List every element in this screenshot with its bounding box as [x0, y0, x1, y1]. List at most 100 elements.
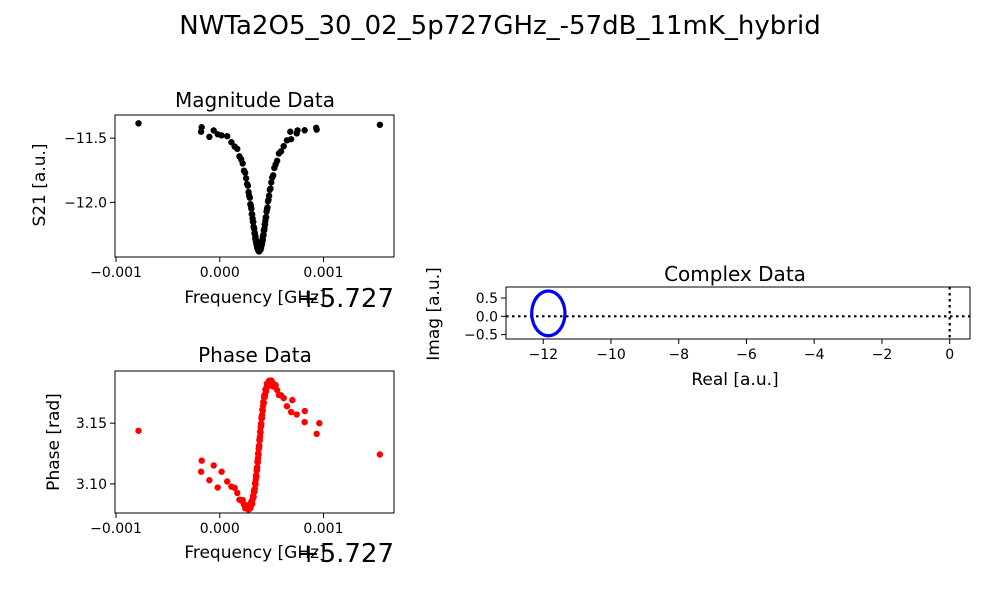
phase-panel: Phase Data Frequency [GHz] Phase [rad] +…: [44, 343, 395, 569]
data-point: [242, 175, 250, 182]
data-point: [277, 148, 285, 155]
data-point: [313, 430, 320, 438]
data-point: [206, 133, 213, 141]
data-point: [316, 419, 323, 427]
data-point: [241, 169, 249, 176]
data-point: [294, 127, 301, 134]
data-point: [269, 172, 277, 179]
data-point: [218, 468, 225, 475]
data-point: [267, 185, 274, 192]
data-point: [258, 420, 265, 428]
x-tick-label: 0.001: [303, 521, 343, 537]
data-point: [254, 464, 261, 471]
y-tick-label: 0.0: [476, 309, 498, 325]
data-point: [234, 145, 241, 153]
x-tick-label: 0.000: [200, 521, 240, 537]
data-point: [272, 381, 279, 389]
data-point: [253, 472, 260, 480]
magnitude-ylabel: S21 [a.u.]: [30, 143, 50, 226]
x-tick-label: −6: [736, 347, 757, 363]
data-point: [255, 451, 262, 458]
data-point: [250, 218, 257, 226]
phase-points: [135, 377, 384, 513]
data-point: [228, 139, 235, 146]
y-tick-label: 0.5: [476, 291, 498, 307]
data-point: [563, 313, 567, 317]
data-point: [268, 179, 275, 186]
phase-title: Phase Data: [198, 343, 312, 367]
data-point: [231, 484, 238, 491]
x-tick-label: −0.001: [90, 265, 142, 281]
y-tick-label: −0.5: [464, 328, 498, 344]
data-point: [250, 493, 257, 501]
y-tick-label: 3.15: [76, 416, 107, 432]
data-point: [210, 462, 217, 469]
data-point: [265, 192, 273, 200]
data-point: [224, 133, 231, 140]
y-tick-label: −11.5: [64, 131, 107, 147]
complex-points: [506, 287, 970, 339]
data-point: [287, 128, 294, 135]
complex-xlabel: Real [a.u.]: [691, 370, 778, 390]
x-tick-label: −2: [872, 347, 893, 363]
data-point: [214, 484, 221, 491]
data-point: [273, 386, 281, 394]
magnitude-axes-frame: [114, 114, 395, 258]
phase-x-offset: +5.727: [298, 539, 394, 569]
data-point: [210, 127, 217, 134]
magnitude-panel: Magnitude Data Frequency [GHz] S21 [a.u.…: [30, 88, 395, 314]
x-tick-label: −4: [804, 347, 825, 363]
figure-title: NWTa2O5_30_02_5p727GHz_-57dB_11mK_hybrid: [179, 11, 820, 41]
data-point: [198, 457, 205, 464]
x-tick-label: 0.000: [200, 265, 240, 281]
data-point: [262, 213, 270, 221]
data-point: [283, 403, 291, 410]
data-point: [197, 128, 205, 135]
data-point: [273, 157, 281, 165]
y-tick-label: 3.10: [76, 477, 107, 493]
magnitude-x-offset: +5.727: [298, 284, 394, 314]
data-point: [246, 194, 254, 201]
x-tick-label: 0: [945, 347, 954, 363]
data-point: [287, 135, 295, 143]
data-point: [280, 142, 287, 150]
complex-panel: Complex Data Real [a.u.] Imag [a.u.] −12…: [424, 262, 971, 390]
phase-ylabel: Phase [rad]: [44, 393, 64, 491]
data-point: [260, 399, 268, 406]
data-point: [376, 451, 384, 458]
data-point: [259, 407, 267, 414]
complex-ylabel: Imag [a.u.]: [424, 267, 444, 360]
magnitude-points: [135, 120, 384, 255]
data-point: [135, 427, 142, 434]
complex-title: Complex Data: [664, 262, 806, 286]
data-point: [301, 418, 308, 426]
data-point: [239, 160, 246, 167]
complex-axes-frame: [505, 286, 971, 340]
data-point: [214, 131, 221, 138]
data-point: [293, 411, 300, 418]
data-point: [287, 408, 295, 416]
data-point: [234, 489, 241, 497]
phase-xlabel: Frequency [GHz]: [184, 543, 325, 563]
data-point: [197, 468, 205, 475]
x-tick-label: −10: [596, 347, 626, 363]
data-point: [244, 182, 252, 189]
x-tick-label: −8: [668, 347, 689, 363]
data-point: [224, 478, 231, 485]
data-point: [256, 442, 263, 449]
x-tick-label: −12: [528, 347, 558, 363]
data-point: [248, 205, 255, 212]
data-point: [301, 407, 309, 415]
data-point: [289, 396, 296, 404]
data-point: [280, 394, 287, 402]
phase-axes-frame: [114, 370, 395, 514]
magnitude-xlabel: Frequency [GHz]: [184, 288, 325, 308]
data-point: [135, 120, 142, 127]
y-tick-label: −12.0: [64, 195, 107, 211]
data-point: [257, 429, 264, 436]
data-point: [313, 124, 320, 132]
data-point: [376, 121, 384, 129]
magnitude-title: Magnitude Data: [175, 88, 335, 112]
data-point: [264, 204, 271, 211]
